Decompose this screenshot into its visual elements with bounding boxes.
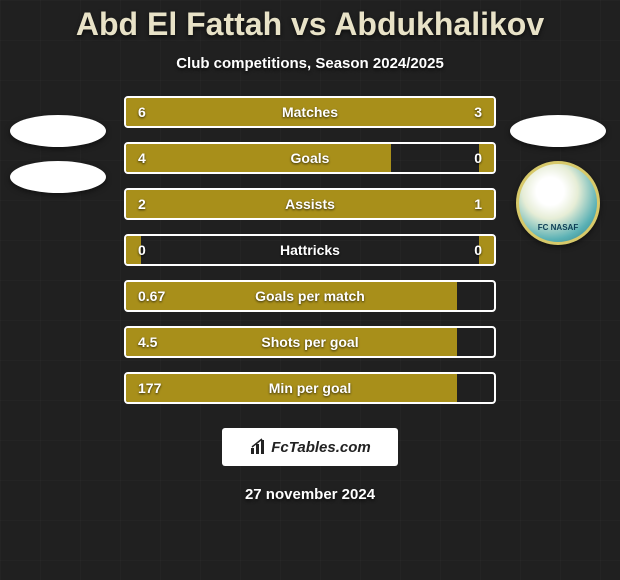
stat-value-left: 0 — [126, 242, 196, 258]
stat-label: Goals per match — [196, 288, 424, 304]
left-team-logos — [8, 115, 108, 193]
stats-list: 6Matches34Goals02Assists10Hattricks00.67… — [124, 96, 496, 404]
stat-value-left: 6 — [126, 104, 196, 120]
stat-label: Goals — [196, 150, 424, 166]
stat-label: Hattricks — [196, 242, 424, 258]
stat-row: 6Matches3 — [124, 96, 496, 128]
stat-value-left: 0.67 — [126, 288, 196, 304]
stat-value-left: 4 — [126, 150, 196, 166]
branding-label: FcTables.com — [271, 439, 370, 456]
stat-row: 177Min per goal — [124, 372, 496, 404]
stat-value-left: 4.5 — [126, 334, 196, 350]
stat-value-right: 3 — [424, 104, 494, 120]
left-logo-oval — [10, 115, 106, 147]
stat-label: Matches — [196, 104, 424, 120]
comparison-card: Abd El Fattah vs Abdukhalikov Club compe… — [0, 0, 620, 580]
stat-value-left: 177 — [126, 380, 196, 396]
stat-row: 0Hattricks0 — [124, 234, 496, 266]
stat-label: Assists — [196, 196, 424, 212]
left-logo-oval — [10, 161, 106, 193]
subtitle: Club competitions, Season 2024/2025 — [0, 55, 620, 72]
stat-value-right: 0 — [424, 150, 494, 166]
chart-icon — [249, 438, 267, 456]
right-team-logos — [508, 115, 608, 245]
stat-value-right: 0 — [424, 242, 494, 258]
stat-label: Shots per goal — [196, 334, 424, 350]
stat-row: 4Goals0 — [124, 142, 496, 174]
date-label: 27 november 2024 — [0, 486, 620, 503]
stat-row: 2Assists1 — [124, 188, 496, 220]
stat-value-right: 1 — [424, 196, 494, 212]
page-title: Abd El Fattah vs Abdukhalikov — [0, 6, 620, 43]
right-logo-oval — [510, 115, 606, 147]
branding-badge: FcTables.com — [222, 428, 398, 466]
stat-row: 4.5Shots per goal — [124, 326, 496, 358]
right-logo-round — [516, 161, 600, 245]
stat-row: 0.67Goals per match — [124, 280, 496, 312]
stat-value-left: 2 — [126, 196, 196, 212]
stat-label: Min per goal — [196, 380, 424, 396]
